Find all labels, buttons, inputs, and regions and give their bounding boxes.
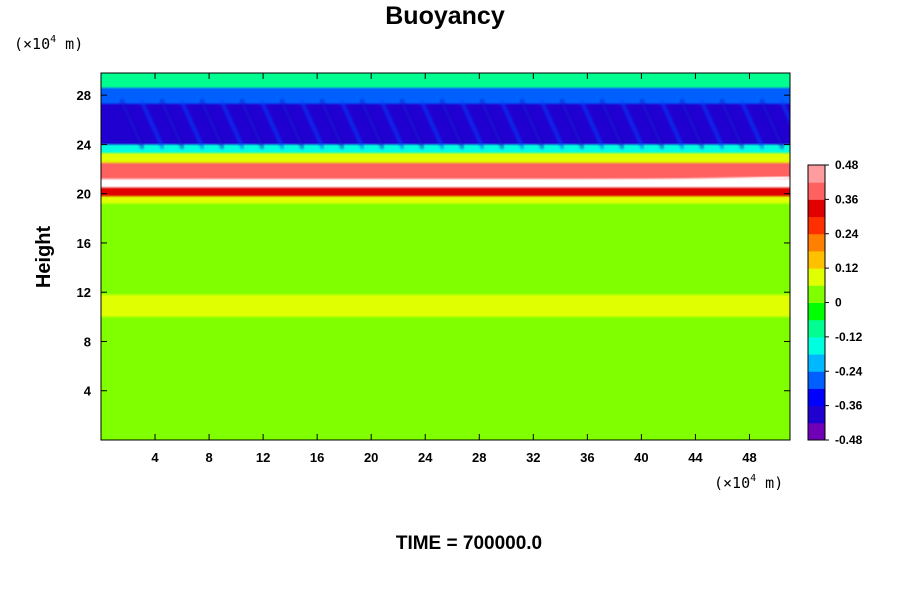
colorbar-tick-label: 0.36 <box>835 192 859 206</box>
x-axis: 4 8 12 16 20 24 28 32 36 40 44 48 <box>151 73 757 465</box>
colorbar-swatch <box>808 405 825 424</box>
wave-streak <box>299 98 325 150</box>
x-tick-label: 16 <box>310 450 324 465</box>
colorbar-tick-label: 0.48 <box>835 158 859 172</box>
wave-streak <box>479 98 505 150</box>
y-tick-label: 16 <box>77 236 91 251</box>
wave-streak <box>519 98 545 150</box>
x-unit-prefix: (×10 <box>714 474 750 492</box>
y-tick-label: 24 <box>77 137 92 152</box>
x-tick-label: 12 <box>256 450 270 465</box>
wave-streak <box>419 98 445 150</box>
wave-streak <box>639 98 665 150</box>
colorbar-swatch <box>808 422 825 441</box>
plot-area <box>101 73 790 440</box>
wave-streak <box>579 98 605 150</box>
colorbar-tick-label: 0 <box>835 296 842 310</box>
colorbar-tick-label: 0.24 <box>835 227 859 241</box>
colorbar-swatch <box>808 319 825 338</box>
colorbar-swatch <box>808 216 825 235</box>
x-unit-label: (×104 m) <box>714 473 783 492</box>
x-unit-suffix: m) <box>756 474 783 492</box>
x-tick-label: 4 <box>151 450 159 465</box>
wave-streak <box>499 98 525 150</box>
colorbar-swatch <box>808 285 825 303</box>
y-unit-suffix: m) <box>56 35 83 53</box>
x-tick-label: 32 <box>526 450 540 465</box>
colorbar-swatch <box>808 388 825 407</box>
wave-streak <box>119 98 145 150</box>
x-tick-label: 44 <box>688 450 703 465</box>
colorbar-swatch <box>808 371 825 389</box>
colorbar-swatch <box>808 165 825 183</box>
colorbar: 0.48 0.36 0.24 0.12 0 -0.12 -0.24 -0.36 -0.48 <box>807 158 863 447</box>
x-tick-label: 20 <box>364 450 378 465</box>
x-tick-label: 24 <box>418 450 433 465</box>
wave-streak <box>539 98 565 150</box>
x-tick-label: 40 <box>634 450 648 465</box>
plot-frame <box>100 72 791 441</box>
y-tick-label: 8 <box>84 334 91 349</box>
wave-streak <box>319 98 345 150</box>
wave-streak <box>239 98 265 150</box>
wave-streak <box>339 98 365 150</box>
colorbar-swatch <box>808 250 825 269</box>
wave-streak <box>659 98 685 150</box>
wave-streak <box>139 98 165 150</box>
wave-streak <box>159 98 185 150</box>
wave-streak <box>379 98 405 150</box>
colorbar-swatch <box>808 199 825 218</box>
y-tick-label: 4 <box>84 384 92 399</box>
wave-streak <box>759 98 785 150</box>
wave-streak <box>699 98 725 150</box>
colorbar-tick-label: -0.24 <box>835 364 863 378</box>
chart-title: Buoyancy <box>385 2 505 30</box>
colorbar-swatch <box>808 268 825 286</box>
wave-streak <box>439 98 465 150</box>
time-label: TIME = 700000.0 <box>396 533 542 554</box>
wave-streak <box>179 98 205 150</box>
wave-streak <box>719 98 745 150</box>
colorbar-tick-label: -0.12 <box>835 330 863 344</box>
y-unit-label: (×104 m) <box>14 34 83 53</box>
y-axis: 4 8 12 16 20 24 28 <box>77 88 790 399</box>
wave-streak <box>219 98 245 150</box>
buoyancy-field <box>101 73 790 440</box>
colorbar-swatch <box>808 233 825 252</box>
wave-streak <box>779 98 790 125</box>
wave-streak <box>459 98 485 150</box>
colorbar-swatch <box>808 336 825 355</box>
wave-streak <box>199 98 225 150</box>
wave-streak <box>259 98 285 150</box>
wave-streak <box>599 98 625 150</box>
y-tick-label: 12 <box>77 285 91 300</box>
colorbar-tick-label: 0.12 <box>835 261 859 275</box>
y-tick-label: 20 <box>77 187 91 202</box>
wave-streak <box>679 98 705 150</box>
wave-streak <box>359 98 385 150</box>
y-unit-prefix: (×10 <box>14 35 50 53</box>
colorbar-swatch <box>808 182 825 200</box>
colorbar-tick-label: -0.36 <box>835 399 863 413</box>
hot-filament <box>101 175 790 188</box>
wave-streak <box>739 98 765 150</box>
y-tick-label: 28 <box>77 88 91 103</box>
x-unit-exponent: 4 <box>750 473 756 484</box>
wave-streak <box>559 98 585 150</box>
wave-streak <box>279 98 305 150</box>
x-tick-label: 36 <box>580 450 594 465</box>
wave-streak <box>619 98 645 150</box>
y-unit-exponent: 4 <box>50 34 56 45</box>
colorbar-tick-label: -0.48 <box>835 433 863 447</box>
wave-pattern-layer <box>101 98 790 188</box>
x-tick-label: 28 <box>472 450 486 465</box>
wave-streak <box>399 98 425 150</box>
colorbar-swatch <box>808 302 825 321</box>
colorbar-swatch <box>808 354 825 372</box>
x-tick-label: 48 <box>742 450 756 465</box>
x-tick-label: 8 <box>205 450 212 465</box>
y-axis-label: Height <box>33 226 55 289</box>
